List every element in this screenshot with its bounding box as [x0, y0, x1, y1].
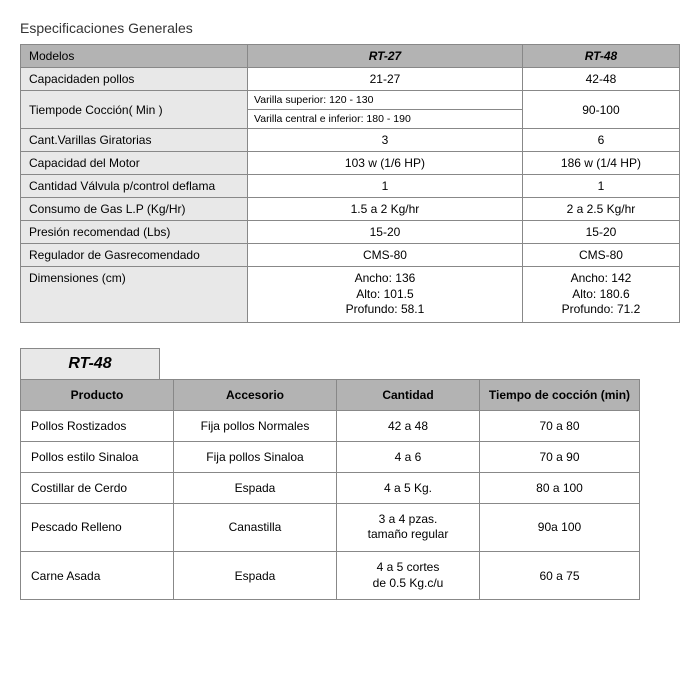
table-row: Pescado Relleno Canastilla 3 a 4 pzas.ta… [21, 503, 640, 551]
cell-prod: Pollos Rostizados [21, 410, 174, 441]
cell-v1: 1 [248, 175, 523, 198]
cell-v1: CMS-80 [248, 244, 523, 267]
cell-acc: Espada [174, 551, 337, 599]
cell-prod: Pollos estilo Sinaloa [21, 441, 174, 472]
row-label: Capacidad del Motor [21, 152, 248, 175]
cell-time: 80 a 100 [480, 472, 640, 503]
row-label: Cant.Varillas Giratorias [21, 129, 248, 152]
table-row: Tiempode Cocción( Min ) Varilla superior… [21, 91, 680, 129]
cook-top: Varilla superior: 120 - 130 [248, 91, 522, 110]
table-row: Consumo de Gas L.P (Kg/Hr) 1.5 a 2 Kg/hr… [21, 198, 680, 221]
cell-qty: 42 a 48 [337, 410, 480, 441]
col-acc: Accesorio [174, 379, 337, 410]
col-rt27: RT-27 [248, 45, 523, 68]
row-label: Consumo de Gas L.P (Kg/Hr) [21, 198, 248, 221]
cell-v1: 1.5 a 2 Kg/hr [248, 198, 523, 221]
cell-v2: 90-100 [522, 91, 679, 129]
table-row: Dimensiones (cm) Ancho: 136Alto: 101.5Pr… [21, 267, 680, 323]
row-label: Capacidaden pollos [21, 68, 248, 91]
cell-v1: 21-27 [248, 68, 523, 91]
cell-v1: 103 w (1/6 HP) [248, 152, 523, 175]
col-prod: Producto [21, 379, 174, 410]
cell-prod: Costillar de Cerdo [21, 472, 174, 503]
table-row: Cantidad Válvula p/control deflama 1 1 [21, 175, 680, 198]
cell-prod: Carne Asada [21, 551, 174, 599]
col-qty: Cantidad [337, 379, 480, 410]
cell-v2: Ancho: 142Alto: 180.6Profundo: 71.2 [522, 267, 679, 323]
row-label: Cantidad Válvula p/control deflama [21, 175, 248, 198]
cell-prod: Pescado Relleno [21, 503, 174, 551]
cell-v1-split: Varilla superior: 120 - 130 Varilla cent… [248, 91, 523, 129]
row-label: Regulador de Gasrecomendado [21, 244, 248, 267]
cell-v2: 15-20 [522, 221, 679, 244]
cell-acc: Fija pollos Normales [174, 410, 337, 441]
cell-v1: Ancho: 136Alto: 101.5Profundo: 58.1 [248, 267, 523, 323]
cell-v2: 6 [522, 129, 679, 152]
col-rt48: RT-48 [522, 45, 679, 68]
cell-v2: 1 [522, 175, 679, 198]
cell-v1: 15-20 [248, 221, 523, 244]
cell-qty: 4 a 5 cortesde 0.5 Kg.c/u [337, 551, 480, 599]
cell-acc: Espada [174, 472, 337, 503]
cell-time: 70 a 80 [480, 410, 640, 441]
cell-v2: 42-48 [522, 68, 679, 91]
page-title: Especificaciones Generales [20, 20, 680, 36]
cell-v2: 186 w (1/4 HP) [522, 152, 679, 175]
cell-time: 90a 100 [480, 503, 640, 551]
col-time: Tiempo de cocción (min) [480, 379, 640, 410]
cook-bot: Varilla central e inferior: 180 - 190 [248, 110, 522, 128]
cell-v2: 2 a 2.5 Kg/hr [522, 198, 679, 221]
row-label: Dimensiones (cm) [21, 267, 248, 323]
cell-v2: CMS-80 [522, 244, 679, 267]
row-label: Tiempode Cocción( Min ) [21, 91, 248, 129]
prod-table: Producto Accesorio Cantidad Tiempo de co… [20, 379, 640, 600]
table-row: Capacidad del Motor 103 w (1/6 HP) 186 w… [21, 152, 680, 175]
table-row: Presión recomendad (Lbs) 15-20 15-20 [21, 221, 680, 244]
table-row: Costillar de Cerdo Espada 4 a 5 Kg. 80 a… [21, 472, 640, 503]
cell-time: 60 a 75 [480, 551, 640, 599]
cell-v1: 3 [248, 129, 523, 152]
table-row: Capacidaden pollos 21-27 42-48 [21, 68, 680, 91]
spec-table: Modelos RT-27 RT-48 Capacidaden pollos 2… [20, 44, 680, 323]
table-row: Carne Asada Espada 4 a 5 cortesde 0.5 Kg… [21, 551, 640, 599]
table-row: Regulador de Gasrecomendado CMS-80 CMS-8… [21, 244, 680, 267]
row-label: Presión recomendad (Lbs) [21, 221, 248, 244]
table-row: Cant.Varillas Giratorias 3 6 [21, 129, 680, 152]
cell-time: 70 a 90 [480, 441, 640, 472]
table-row: Pollos Rostizados Fija pollos Normales 4… [21, 410, 640, 441]
cell-acc: Canastilla [174, 503, 337, 551]
cell-qty: 3 a 4 pzas.tamaño regular [337, 503, 480, 551]
table-row: Pollos estilo Sinaloa Fija pollos Sinalo… [21, 441, 640, 472]
cell-acc: Fija pollos Sinaloa [174, 441, 337, 472]
prod-table-model: RT-48 [20, 348, 160, 379]
cell-qty: 4 a 5 Kg. [337, 472, 480, 503]
cell-qty: 4 a 6 [337, 441, 480, 472]
col-models: Modelos [21, 45, 248, 68]
